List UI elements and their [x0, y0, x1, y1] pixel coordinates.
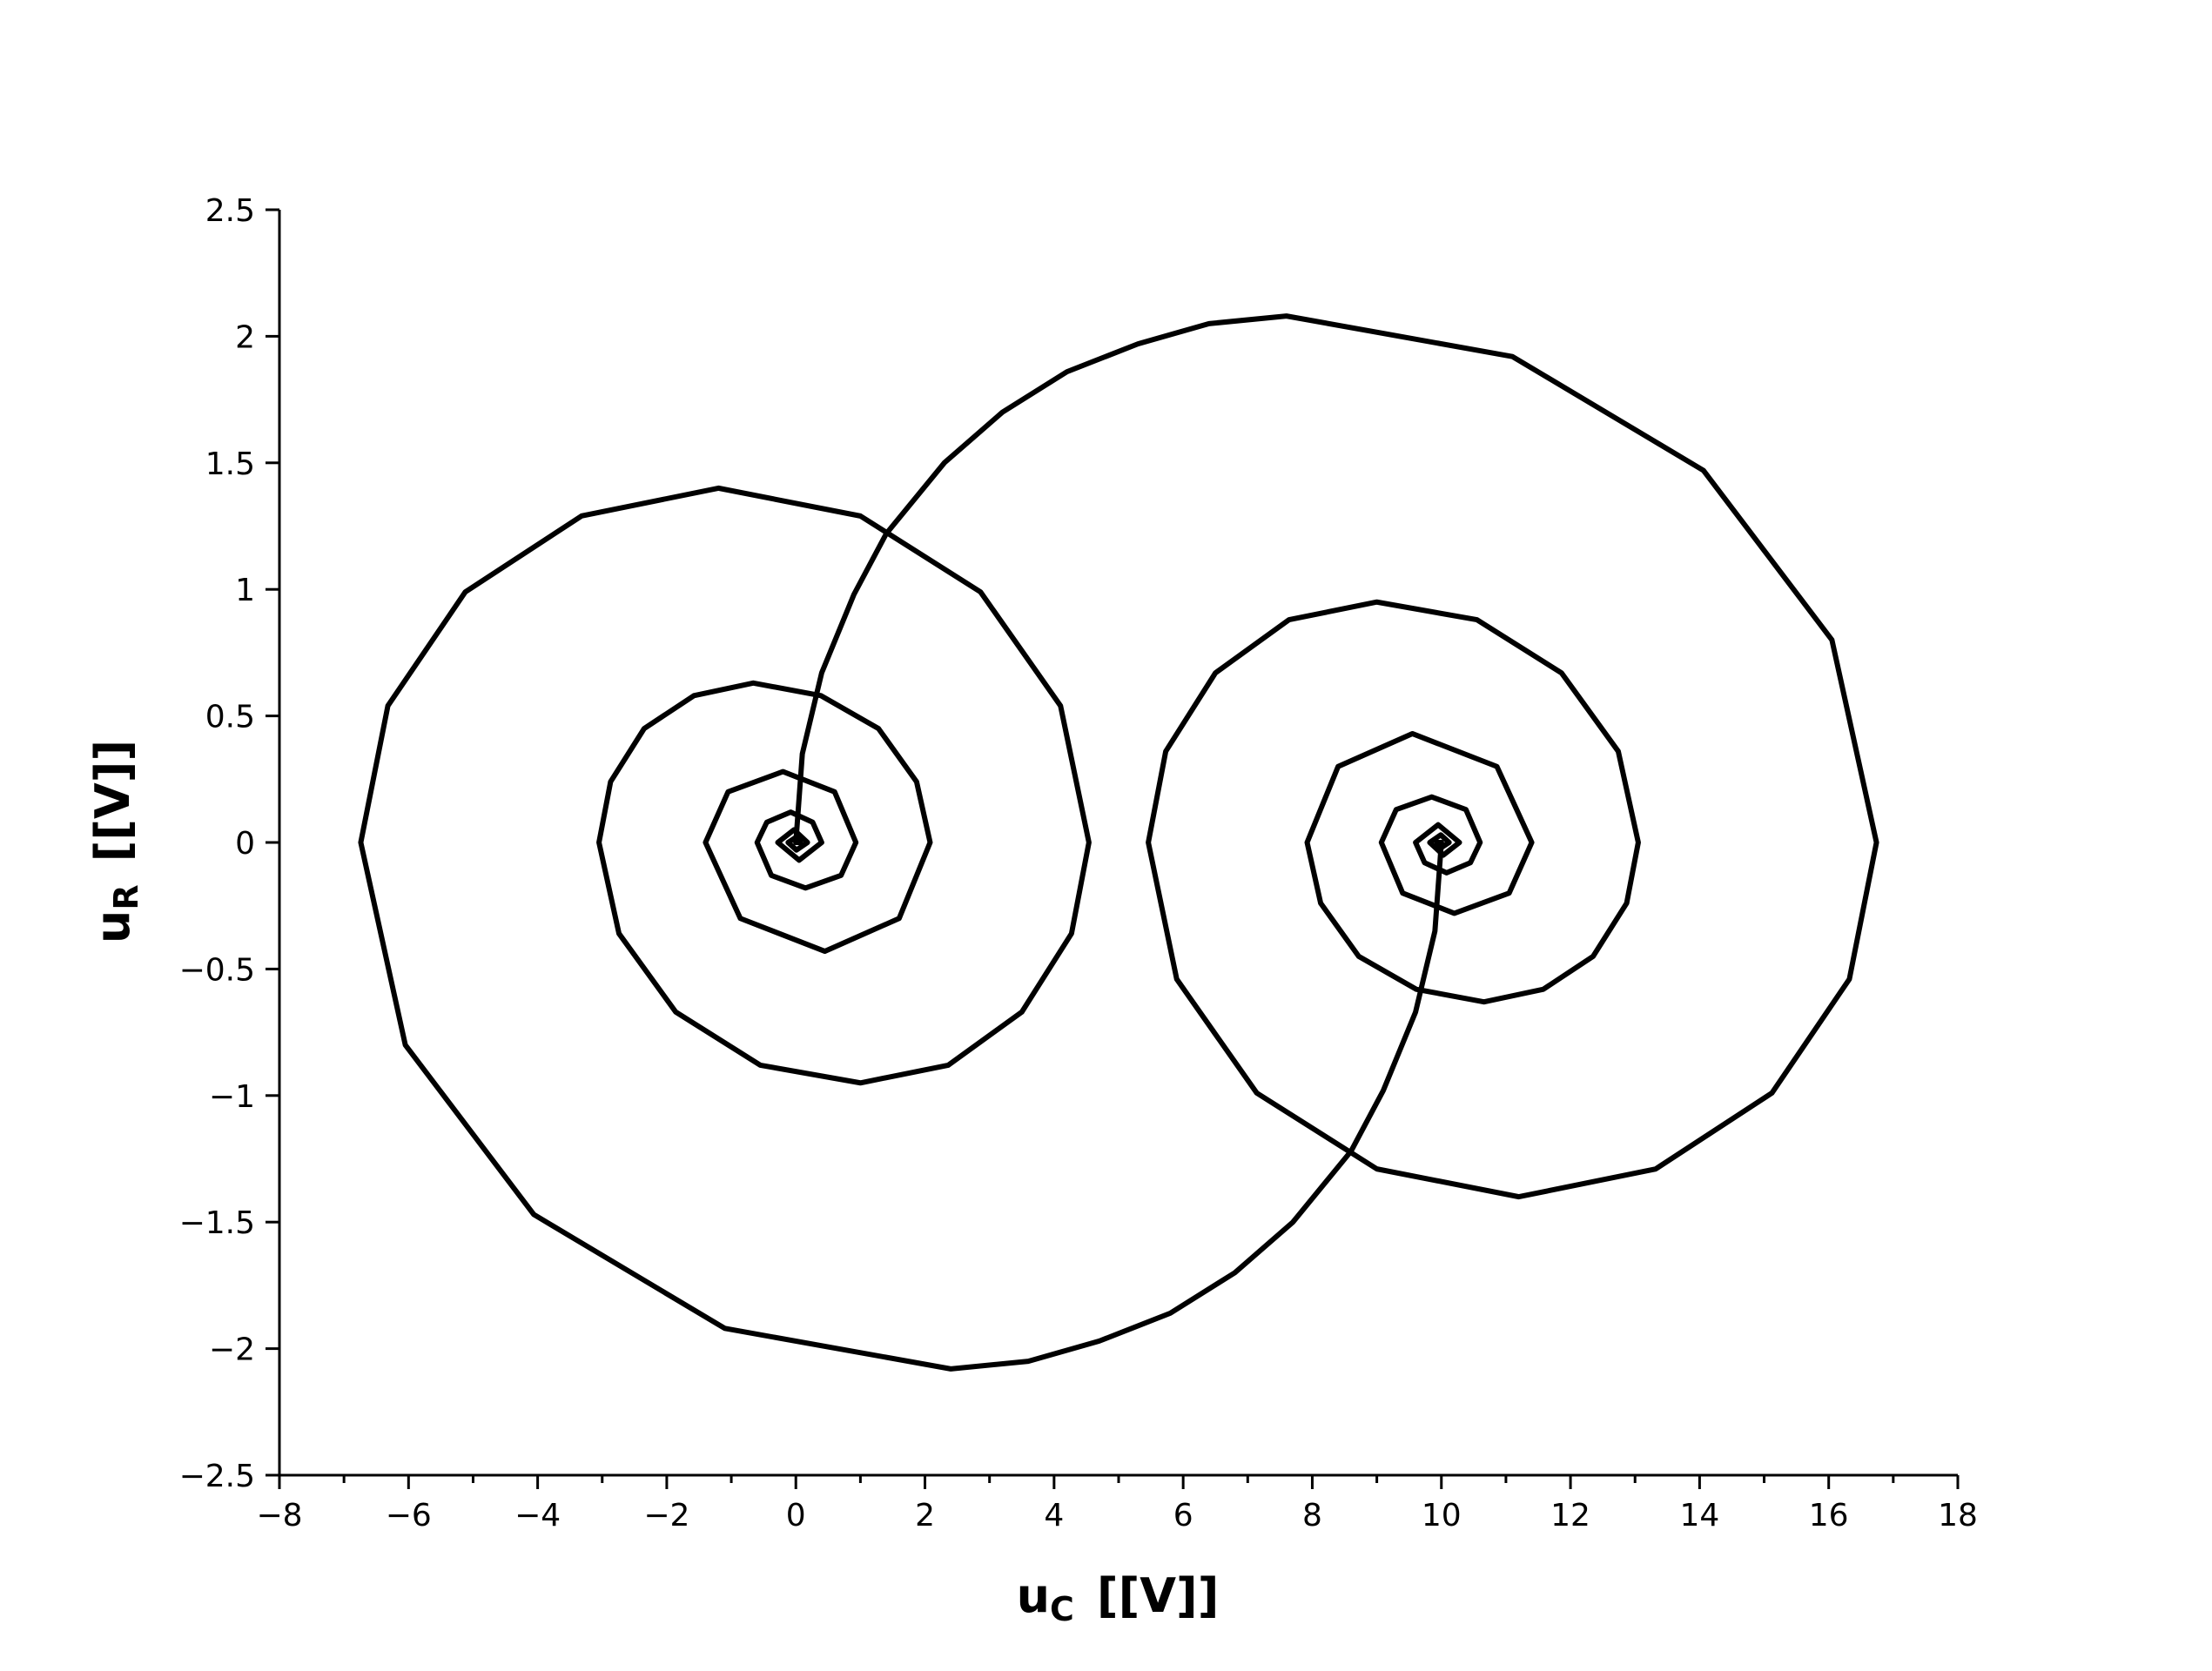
y-tick-label: −2.5	[179, 1459, 255, 1494]
y-axis-title: uR [[V]]	[85, 740, 145, 943]
x-tick-label: −8	[256, 1498, 302, 1533]
x-tick-label: 12	[1550, 1498, 1590, 1533]
x-tick-label: 8	[1302, 1498, 1322, 1533]
x-tick-label: −2	[643, 1498, 689, 1533]
y-tick-label: 1.5	[205, 446, 255, 482]
x-tick-label: 2	[915, 1498, 935, 1533]
x-axis-unit: [[V]]	[1097, 1568, 1220, 1623]
y-axis-symbol: u	[85, 910, 140, 943]
x-tick-label: −6	[386, 1498, 432, 1533]
y-axis-unit: [[V]]	[85, 740, 140, 862]
y-tick-label: −0.5	[179, 952, 255, 988]
x-tick-label: 4	[1044, 1498, 1064, 1533]
y-tick-label: −1.5	[179, 1205, 255, 1241]
y-tick-label: −2	[209, 1332, 255, 1368]
y-tick-label: −1	[209, 1079, 255, 1115]
x-tick-label: 6	[1173, 1498, 1193, 1533]
x-axis-title: uC [[V]]	[1017, 1568, 1220, 1628]
x-tick-label: 14	[1679, 1498, 1719, 1533]
x-tick-label: 0	[786, 1498, 806, 1533]
trajectory-line	[793, 313, 1879, 1200]
y-tick-label: 0	[235, 826, 255, 862]
x-tick-label: −4	[514, 1498, 561, 1533]
y-tick-label: 2	[235, 319, 255, 355]
x-tick-label: 10	[1422, 1498, 1462, 1533]
x-tick-label: 18	[1938, 1498, 1978, 1533]
y-tick-label: 1	[235, 573, 255, 608]
trajectory-line	[358, 485, 1444, 1372]
y-tick-label: 2.5	[205, 193, 255, 229]
x-tick-label: 16	[1809, 1498, 1849, 1533]
y-axis-subscript: R	[107, 884, 145, 909]
x-axis-symbol: u	[1017, 1568, 1050, 1623]
y-tick-label: 0.5	[205, 700, 255, 735]
x-axis-subscript: C	[1050, 1590, 1074, 1628]
